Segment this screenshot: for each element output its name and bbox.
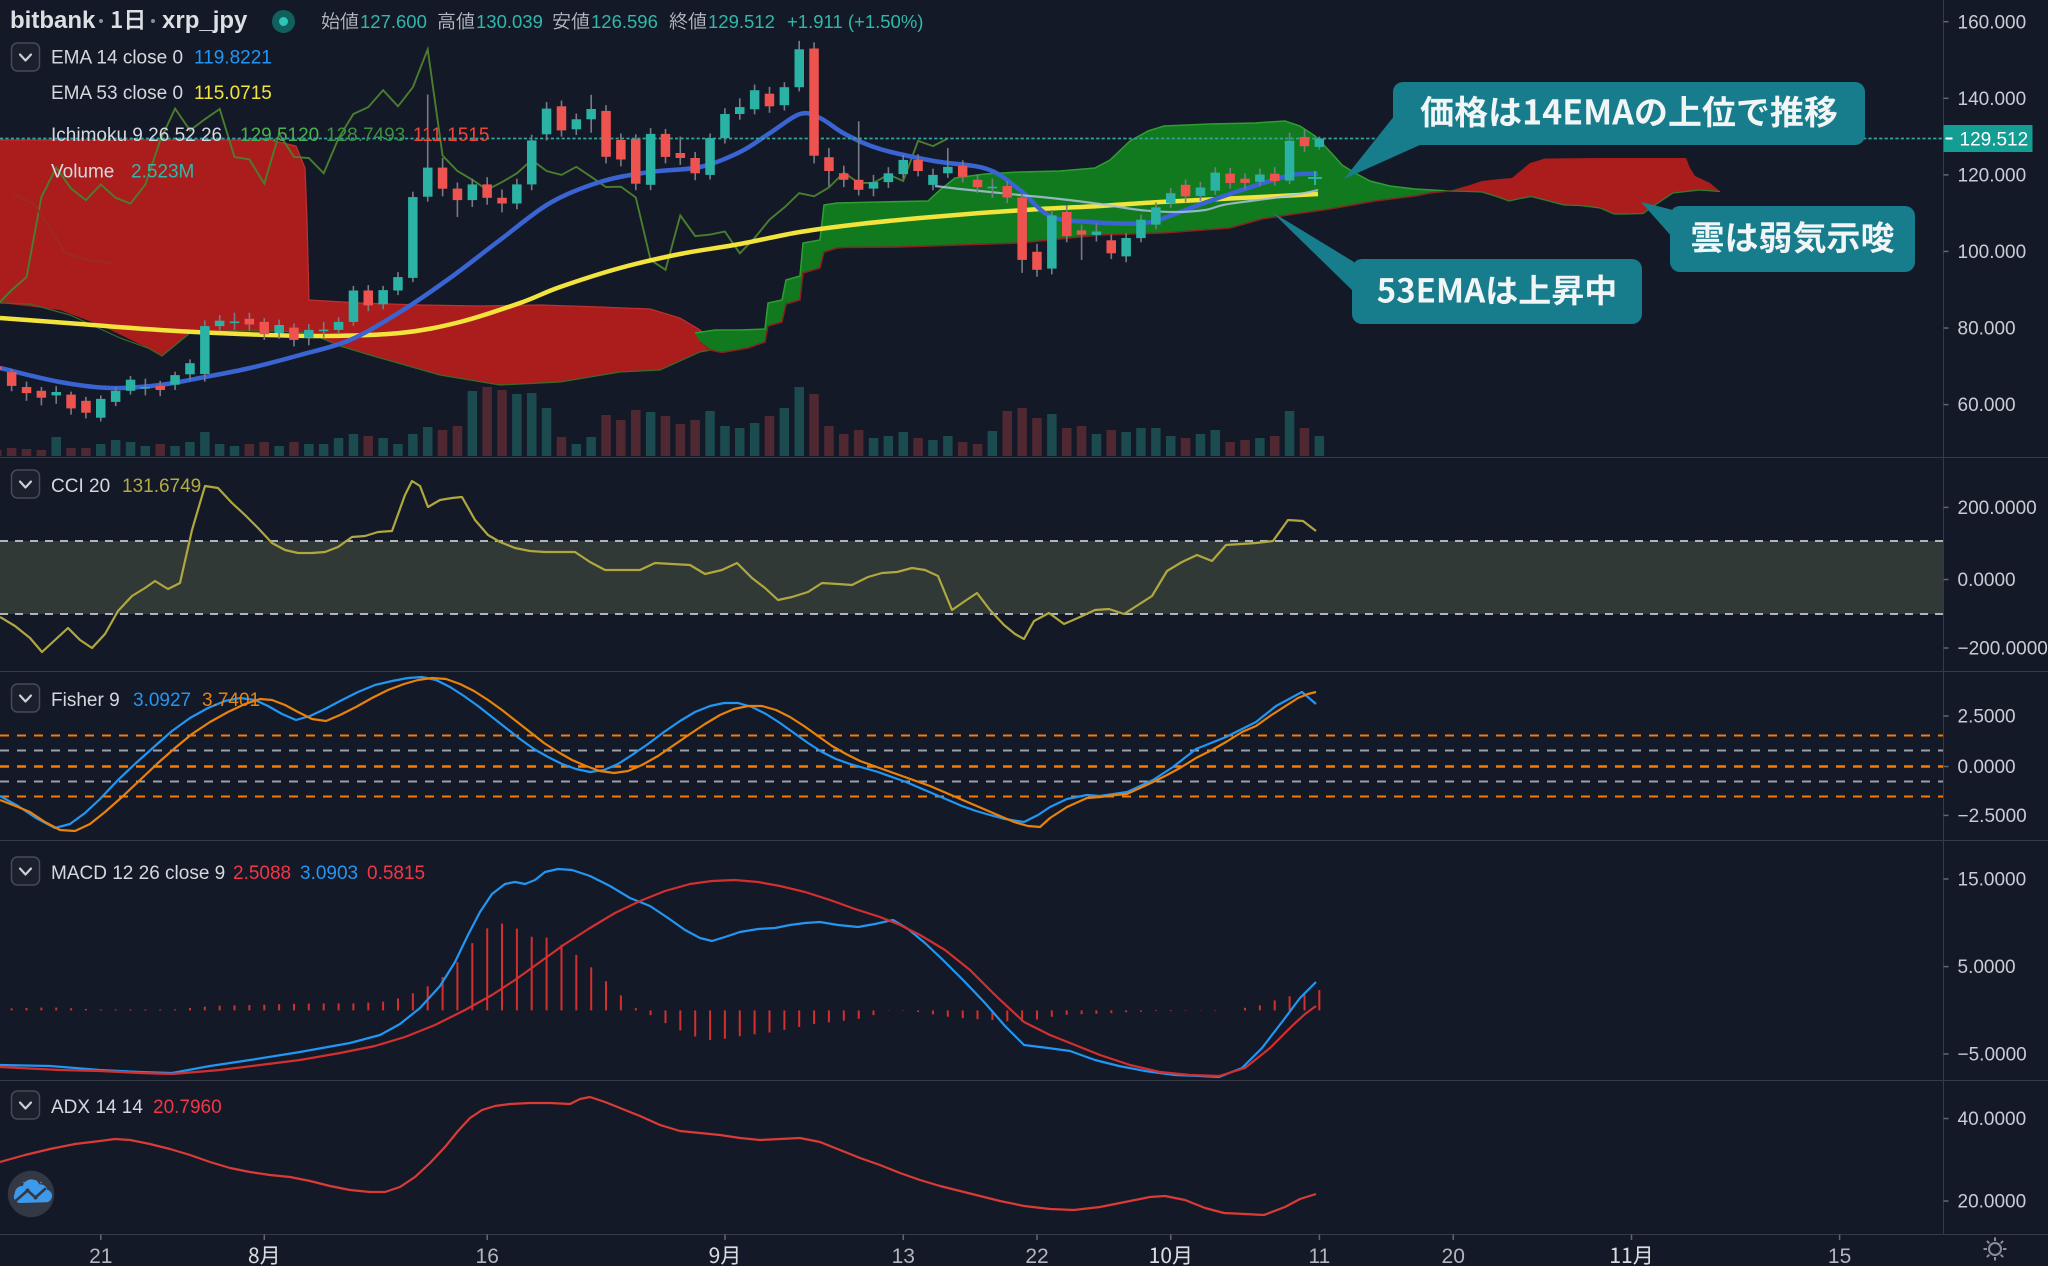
svg-text:−200.0000: −200.0000 xyxy=(1958,639,2048,660)
svg-text:130.039: 130.039 xyxy=(476,11,543,32)
svg-text:20.7960: 20.7960 xyxy=(153,1097,222,1118)
svg-text:11: 11 xyxy=(1308,1245,1330,1266)
svg-text:3.0903: 3.0903 xyxy=(300,863,358,884)
svg-text:3.7401: 3.7401 xyxy=(202,690,260,711)
svg-text:2.5000: 2.5000 xyxy=(1958,707,2016,728)
svg-text:126.596: 126.596 xyxy=(591,11,658,32)
svg-text:40.0000: 40.0000 xyxy=(1958,1109,2027,1130)
svg-text:0.5815: 0.5815 xyxy=(367,863,425,884)
svg-text:160.000: 160.000 xyxy=(1958,12,2027,33)
svg-text:−2.5000: −2.5000 xyxy=(1958,806,2027,827)
svg-text:80.000: 80.000 xyxy=(1958,319,2016,340)
svg-text:60.000: 60.000 xyxy=(1958,395,2016,416)
svg-text:120.000: 120.000 xyxy=(1958,166,2027,187)
svg-text:100.000: 100.000 xyxy=(1958,242,2027,263)
svg-text:20.0000: 20.0000 xyxy=(1958,1192,2027,1213)
svg-text:bitbank: bitbank xyxy=(10,7,96,34)
svg-text:16: 16 xyxy=(476,1245,499,1266)
svg-text:22: 22 xyxy=(1025,1245,1048,1266)
svg-text:15: 15 xyxy=(1828,1245,1851,1266)
svg-text:127.600: 127.600 xyxy=(360,11,427,32)
svg-text:129.512: 129.512 xyxy=(1960,130,2029,151)
svg-text:ADX 14 14: ADX 14 14 xyxy=(51,1097,143,1118)
svg-text:3.0927: 3.0927 xyxy=(133,690,191,711)
svg-text:−5.0000: −5.0000 xyxy=(1958,1045,2027,1066)
svg-text:EMA 14 close 0: EMA 14 close 0 xyxy=(51,48,183,69)
svg-text:2.523M: 2.523M xyxy=(131,162,194,183)
svg-text:13: 13 xyxy=(892,1245,915,1266)
svg-text:15.0000: 15.0000 xyxy=(1958,870,2027,891)
svg-text:128.7493: 128.7493 xyxy=(326,125,405,146)
svg-text:Ichimoku 9 26 52 26: Ichimoku 9 26 52 26 xyxy=(51,125,222,146)
svg-text:200.0000: 200.0000 xyxy=(1958,498,2037,519)
svg-text:Volume: Volume xyxy=(51,162,114,183)
svg-text:129.5120: 129.5120 xyxy=(240,125,319,146)
svg-text:EMA 53 close 0: EMA 53 close 0 xyxy=(51,83,183,104)
svg-text:0.0000: 0.0000 xyxy=(1958,757,2016,778)
svg-text:119.8221: 119.8221 xyxy=(194,48,272,69)
svg-text:115.0715: 115.0715 xyxy=(194,83,272,104)
svg-text:Fisher 9: Fisher 9 xyxy=(51,690,120,711)
svg-text:21: 21 xyxy=(89,1245,112,1266)
svg-text:0.0000: 0.0000 xyxy=(1958,570,2016,591)
svg-text:CCI 20: CCI 20 xyxy=(51,476,110,497)
svg-text:+1.911 (+1.50%): +1.911 (+1.50%) xyxy=(787,11,923,32)
svg-text:140.000: 140.000 xyxy=(1958,89,2027,110)
svg-text:xrp_jpy: xrp_jpy xyxy=(162,7,248,34)
svg-text:129.512: 129.512 xyxy=(708,11,775,32)
svg-text:2.5088: 2.5088 xyxy=(233,863,291,884)
svg-text:MACD 12 26 close 9: MACD 12 26 close 9 xyxy=(51,863,225,884)
svg-text:131.6749: 131.6749 xyxy=(122,476,201,497)
svg-text:5.0000: 5.0000 xyxy=(1958,957,2016,978)
svg-text:111.1515: 111.1515 xyxy=(413,125,489,146)
svg-text:20: 20 xyxy=(1442,1245,1465,1266)
